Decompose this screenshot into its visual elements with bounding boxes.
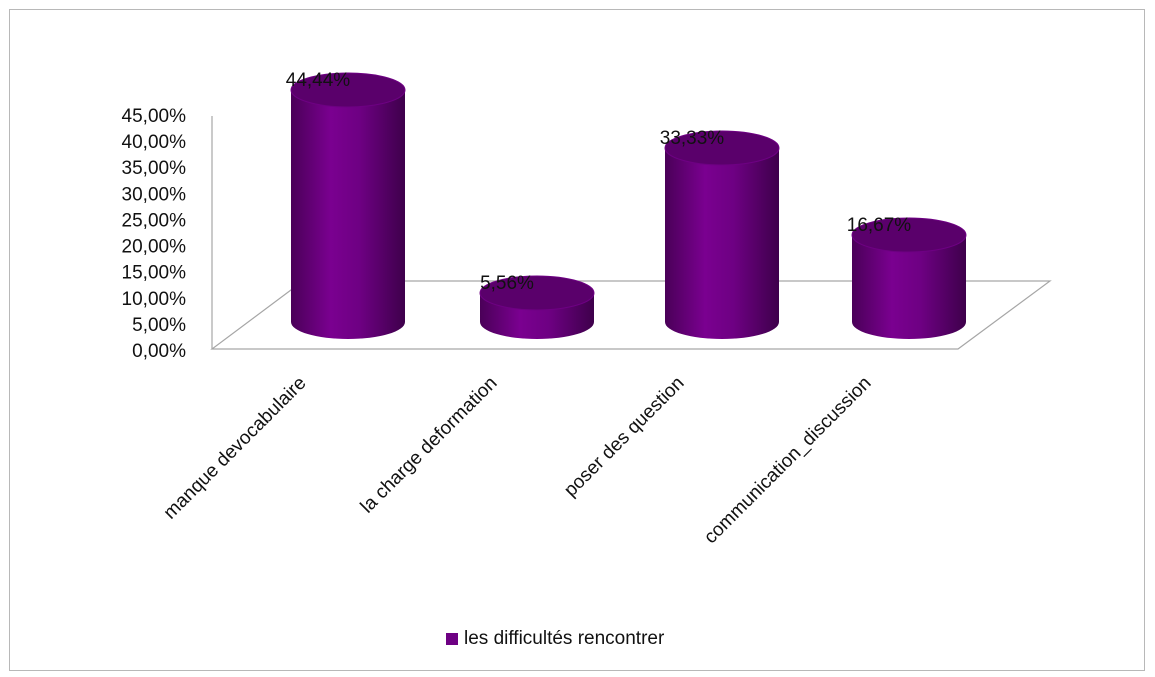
y-tick-label: 35,00% [122, 158, 187, 179]
y-tick-label: 30,00% [122, 184, 187, 205]
y-tick-label: 10,00% [122, 289, 187, 310]
y-tick-label: 45,00% [122, 106, 187, 127]
bar [851, 217, 967, 339]
chart-frame [9, 9, 1145, 671]
y-tick-label: 40,00% [122, 132, 187, 153]
bar [664, 130, 780, 339]
bar [290, 72, 406, 339]
data-label: 5,56% [480, 273, 534, 294]
y-tick-label: 20,00% [122, 237, 187, 258]
data-label: 44,44% [286, 70, 351, 91]
y-tick-label: 5,00% [132, 315, 186, 336]
y-tick-label: 15,00% [122, 263, 187, 284]
legend-label: les difficultés rencontrer [464, 628, 665, 649]
data-label: 16,67% [847, 215, 912, 236]
y-tick-label: 0,00% [132, 341, 186, 362]
category-label: communication_discussion [700, 373, 875, 548]
legend-swatch [446, 633, 458, 645]
legend: les difficultés rencontrer [446, 628, 664, 650]
category-label: la charge deformation [357, 373, 502, 518]
plot-floor [210, 280, 1052, 350]
category-label: manque devocabulaire [160, 373, 311, 524]
category-label: poser des question [560, 373, 688, 501]
y-tick-label: 25,00% [122, 210, 187, 231]
data-label: 33,33% [660, 128, 725, 149]
bar [479, 275, 595, 339]
